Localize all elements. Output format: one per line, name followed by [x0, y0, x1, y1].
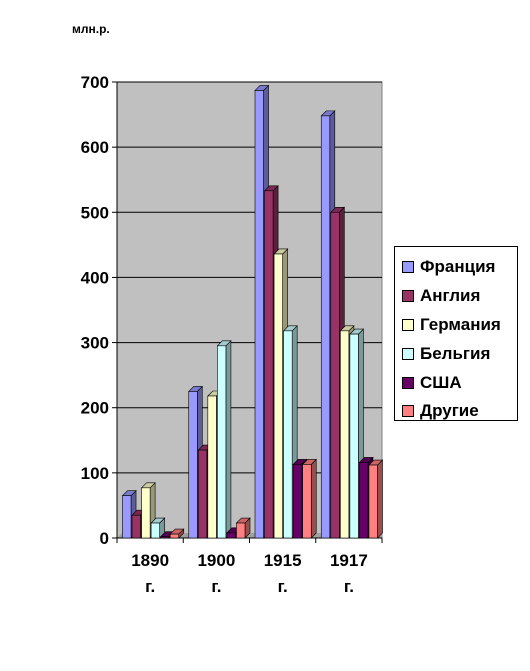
x-axis: 1890 г. 1900 г. 1915 г. 1917 г. [116, 537, 383, 596]
legend-label: Другие [420, 401, 479, 421]
legend-item: Англия [395, 282, 517, 311]
legend-label: Франция [420, 257, 496, 277]
bar [150, 517, 166, 539]
legend-swatch [402, 290, 414, 303]
plot-floor [117, 533, 382, 538]
y-axis: 0 100 200 300 400 500 600 700 [81, 73, 118, 548]
legend-item: США [395, 368, 517, 397]
legend-label: США [420, 372, 462, 392]
x-tick-label: 1890 г. [131, 551, 169, 596]
legend-label: Англия [420, 286, 481, 306]
y-tick-label: 400 [81, 268, 109, 287]
bar [368, 459, 384, 539]
bar [235, 517, 251, 539]
legend-swatch [402, 376, 414, 389]
legend-swatch [402, 405, 414, 418]
legend-swatch [402, 318, 414, 331]
y-tick-label: 500 [81, 203, 109, 222]
legend-swatch [402, 261, 414, 274]
y-tick-label: 700 [81, 73, 109, 92]
legend-item: Другие [395, 397, 517, 426]
y-tick-label: 600 [81, 138, 109, 157]
legend: Франция Англия Германия Бельгия США Другие [394, 246, 518, 421]
y-tick-label: 0 [100, 529, 109, 548]
y-tick-label: 200 [81, 399, 109, 418]
bar [216, 340, 232, 539]
legend-item: Франция [395, 253, 517, 282]
y-tick-label: 100 [81, 464, 109, 483]
bar [169, 528, 185, 539]
y-tick-label: 300 [81, 334, 109, 353]
x-tick-label: 1900 г. [197, 551, 235, 596]
x-tick-label: 1917 г. [330, 551, 368, 596]
legend-label: Германия [420, 314, 501, 334]
x-tick-label: 1915 г. [264, 551, 302, 596]
y-unit-label: млн.р. [72, 22, 110, 36]
bars [121, 84, 384, 539]
legend-label: Бельгия [420, 343, 491, 363]
bar [301, 458, 317, 539]
legend-item: Германия [395, 311, 517, 340]
legend-item: Бельгия [395, 339, 517, 368]
legend-swatch [402, 347, 414, 360]
